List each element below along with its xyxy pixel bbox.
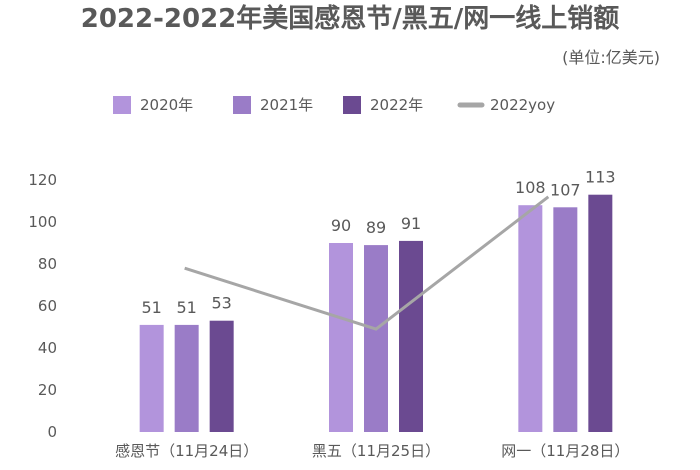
data-label: 53 <box>211 294 231 313</box>
data-label: 90 <box>331 216 351 235</box>
legend-label: 2022yoy <box>490 96 555 114</box>
y-tick-label: 0 <box>47 423 57 441</box>
bars <box>139 194 613 432</box>
data-label: 51 <box>141 298 161 317</box>
data-label: 91 <box>401 214 421 233</box>
legend: 2020年 2021年 2022年 2022yoy <box>113 96 555 114</box>
legend-swatch <box>343 96 361 114</box>
y-tick-label: 20 <box>38 381 57 399</box>
y-tick-label: 60 <box>38 297 57 315</box>
data-label: 107 <box>550 180 581 199</box>
data-label: 89 <box>366 218 386 237</box>
legend-label: 2021年 <box>260 96 313 114</box>
x-category-label: 感恩节（11月24日） <box>115 442 258 460</box>
data-label: 113 <box>585 168 616 187</box>
bar-2022年-2 <box>588 194 613 432</box>
x-category-label: 黑五（11月25日） <box>312 442 440 460</box>
bar-2021年-2 <box>553 207 578 432</box>
legend-label: 2022年 <box>370 96 423 114</box>
yoy-line-layer <box>184 195 550 331</box>
legend-swatch <box>233 96 251 114</box>
bar-2022年-1 <box>399 240 423 432</box>
bar-2021年-0 <box>174 324 199 432</box>
y-tick-label: 120 <box>28 171 57 189</box>
bar-2022年-0 <box>209 320 234 432</box>
data-label: 108 <box>515 178 546 197</box>
x-category-label: 网一（11月28日） <box>501 442 629 460</box>
y-axis: 0 20 40 60 80 100 120 <box>28 171 57 441</box>
chart-title: 2022-2022年美国感恩节/黑五/网一线上销额 <box>81 3 620 34</box>
y-tick-label: 100 <box>28 213 57 231</box>
data-labels: 51 90 108 51 89 107 53 91 113 <box>141 168 615 317</box>
data-label: 51 <box>176 298 196 317</box>
yoy-line <box>184 195 550 331</box>
legend-swatch <box>113 96 131 114</box>
legend-label: 2020年 <box>140 96 193 114</box>
y-tick-label: 80 <box>38 255 57 273</box>
unit-label: (单位:亿美元) <box>562 48 660 67</box>
bar-2020年-0 <box>139 324 164 432</box>
bar-2021年-1 <box>364 245 388 432</box>
y-tick-label: 40 <box>38 339 57 357</box>
bar-2020年-2 <box>518 205 543 432</box>
bar-2020年-1 <box>329 243 353 432</box>
x-axis-categories: 感恩节（11月24日） 黑五（11月25日） 网一（11月28日） <box>115 442 629 460</box>
